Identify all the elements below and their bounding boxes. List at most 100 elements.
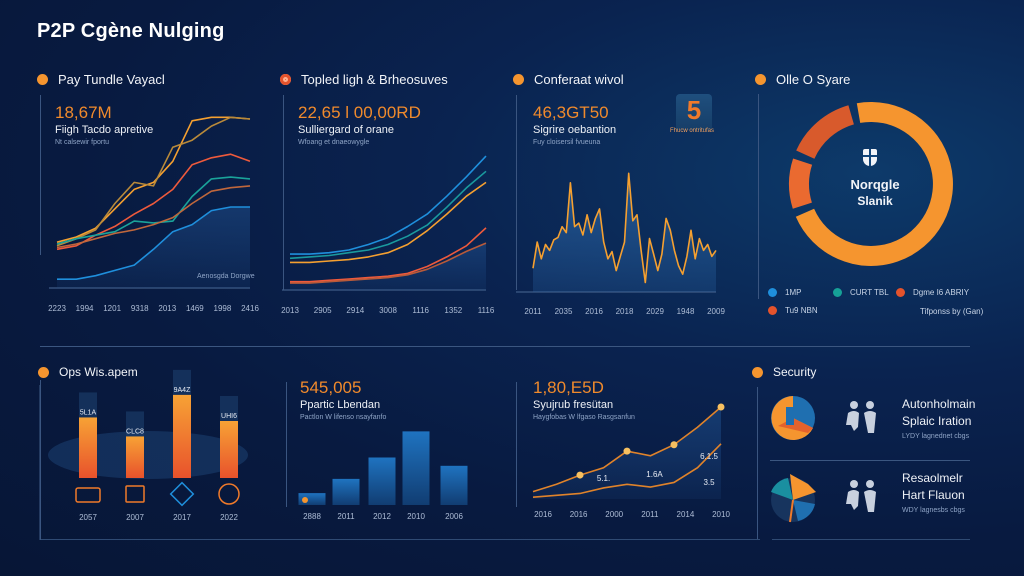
legend-item: CURT TBL [833, 288, 889, 297]
panel-topled: Topled ligh & Brheosuves 22,65 l 00,00RD… [280, 72, 495, 322]
legend-caption: Tifponss by (Gan) [920, 307, 984, 316]
x-tick-label: 2016 [534, 510, 552, 519]
orange-dot-icon [37, 74, 48, 85]
bar-data-label: 9A4Z [174, 387, 191, 394]
panel-divider [758, 94, 759, 299]
x-tick-label: 1998 [214, 304, 232, 313]
x-tick-label: 2012 [373, 512, 391, 521]
data-label: 1.6A [646, 470, 663, 479]
kpi-value: 545,005 [300, 378, 362, 397]
panel-pay-tundle: Pay Tundle Vayacl 18,67M Fiigh Tacdo apr… [37, 72, 262, 322]
series-area [57, 207, 250, 288]
bar-data-label: UHI6 [221, 413, 237, 420]
panel-title: Ops Wis.apem [59, 365, 138, 379]
panel-title: Topled ligh & Brheosuves [301, 72, 448, 87]
kpi-value: 46,3GT50 [533, 103, 609, 122]
data-label: 6.1.5 [700, 452, 718, 461]
x-tick-label: 2017 [173, 513, 191, 522]
panel-header: Ops Wis.apem [38, 365, 138, 379]
data-point [717, 403, 725, 411]
page-title: P2P Cgène Nulging [37, 20, 225, 42]
building-icon [125, 485, 145, 503]
security-item-title: Autonholmain [902, 397, 976, 411]
security-item-title: Resaolmelr [902, 471, 963, 485]
x-tick-label: 2029 [646, 307, 664, 316]
bar [173, 394, 191, 478]
security-item-subtitle: Splaic Iration [902, 414, 972, 428]
bar-chart-p6[interactable]: 2888 2011 2012 2010 2006 [283, 372, 493, 522]
kpi-note: Haygfobas W lfgaso Rasgsanfun [533, 414, 635, 421]
x-tick-label: 2000 [605, 510, 623, 519]
x-tick-label: 2006 [445, 512, 463, 521]
x-tick-label: 1994 [76, 304, 94, 313]
kpi-note: Fuy cloisersil fvueuna [533, 139, 601, 146]
x-tick-label: 2416 [241, 304, 259, 313]
panel-syujrub: 1,80,E5D Syujrub fresütan Haygfobas W lf… [513, 372, 733, 522]
pie-chart-icon [771, 474, 816, 523]
x-tick-label: 2009 [707, 307, 725, 316]
panel-header: Conferaat wivol [513, 72, 624, 87]
x-tick-label: 3008 [379, 306, 397, 315]
x-tick-label: 2010 [407, 512, 425, 521]
frame-left [40, 380, 41, 540]
section-divider [40, 346, 970, 347]
donut-center-line1: Norqgle [850, 177, 900, 192]
x-tick-label: 1201 [103, 304, 121, 313]
donut-slice [789, 158, 813, 209]
chart-annotation: Aenosgda Dorgwe [197, 273, 255, 280]
panel-divider [286, 382, 287, 507]
users-icon [846, 480, 876, 512]
line-chart-p7[interactable]: 5.1. 1.6A 6.1.5 3.5 2016 2016 2000 2011 2014 2010 [513, 372, 733, 522]
line-chart-p2[interactable]: 2013 2905 2914 3008 1116 1352 1116 [280, 72, 495, 322]
panel-divider [283, 95, 284, 290]
series-area [533, 173, 716, 292]
legend-label: Dgme I6 ABRIY [913, 288, 970, 297]
x-tick-label: 2007 [126, 513, 144, 522]
security-item[interactable]: Autonholmain Splaic Iration LYDY lagnedn… [768, 393, 975, 443]
legend-label: 1MP [785, 288, 802, 297]
kpi-note: Wfoang et dnaeowygle [298, 139, 370, 146]
orange-dot-icon [38, 366, 49, 378]
series-line-volume [532, 172, 717, 284]
security-item[interactable]: Resaolmelr Hart Flauon WDY lagnesbs cbgs [768, 470, 965, 524]
security-divider [770, 460, 970, 461]
bar-chart-p5[interactable]: 5L1A 2057 CLC8 2007 9A4Z 2017 UHI6 2022 [38, 365, 268, 540]
users-icon [846, 401, 876, 433]
series-area [290, 243, 486, 290]
x-tick-label: 2018 [616, 307, 634, 316]
donut-center-line2: Slanik [857, 194, 893, 208]
x-tick-label: 2014 [677, 510, 695, 519]
legend-swatch [768, 306, 777, 315]
kpi-value: 1,80,E5D [533, 378, 604, 397]
series-line-lower [532, 443, 722, 498]
security-item-note: LYDY lagnednet cbgs [902, 433, 970, 440]
area-chart-p3[interactable]: 2011 2035 2016 2018 2029 1948 2009 [513, 72, 725, 322]
data-label: 5.1. [597, 474, 610, 483]
kpi-note: Pactlon W lifenso nsayfanfo [300, 414, 387, 421]
bar-shadow [79, 392, 97, 418]
data-point [670, 441, 678, 449]
orange-dot-icon [755, 74, 766, 85]
donut-slice [796, 105, 854, 159]
x-tick-label: 1116 [478, 306, 495, 315]
panel-header: Olle O Syare [755, 72, 850, 87]
legend-item: Tu9 NBN [768, 306, 818, 315]
x-tick-label: 9318 [131, 304, 149, 313]
x-tick-label: 2223 [48, 304, 66, 313]
donut-chart[interactable] [755, 72, 995, 292]
bar-shadow [220, 396, 238, 421]
panel-security: Security Autonholmain Splaic Iration LYD… [752, 365, 984, 540]
x-tick-label: 2016 [585, 307, 603, 316]
bar-shadow [173, 369, 191, 395]
kpi-subtitle: Ppartic Lbendan [300, 399, 381, 411]
line-chart-p1[interactable]: 2223 1994 1201 9318 2013 1469 1998 2416 [37, 72, 262, 322]
orange-dot-icon [752, 366, 763, 378]
bar-shadow [126, 411, 144, 437]
kpi-subtitle: Sulliergard of orane [298, 124, 395, 136]
shield-icon [863, 149, 877, 166]
x-tick-label: 2013 [281, 306, 299, 315]
series-line-amber [56, 116, 251, 247]
x-tick-label: 2011 [524, 307, 542, 316]
panel-title: Pay Tundle Vayacl [58, 72, 165, 87]
panel-divider [40, 95, 41, 255]
